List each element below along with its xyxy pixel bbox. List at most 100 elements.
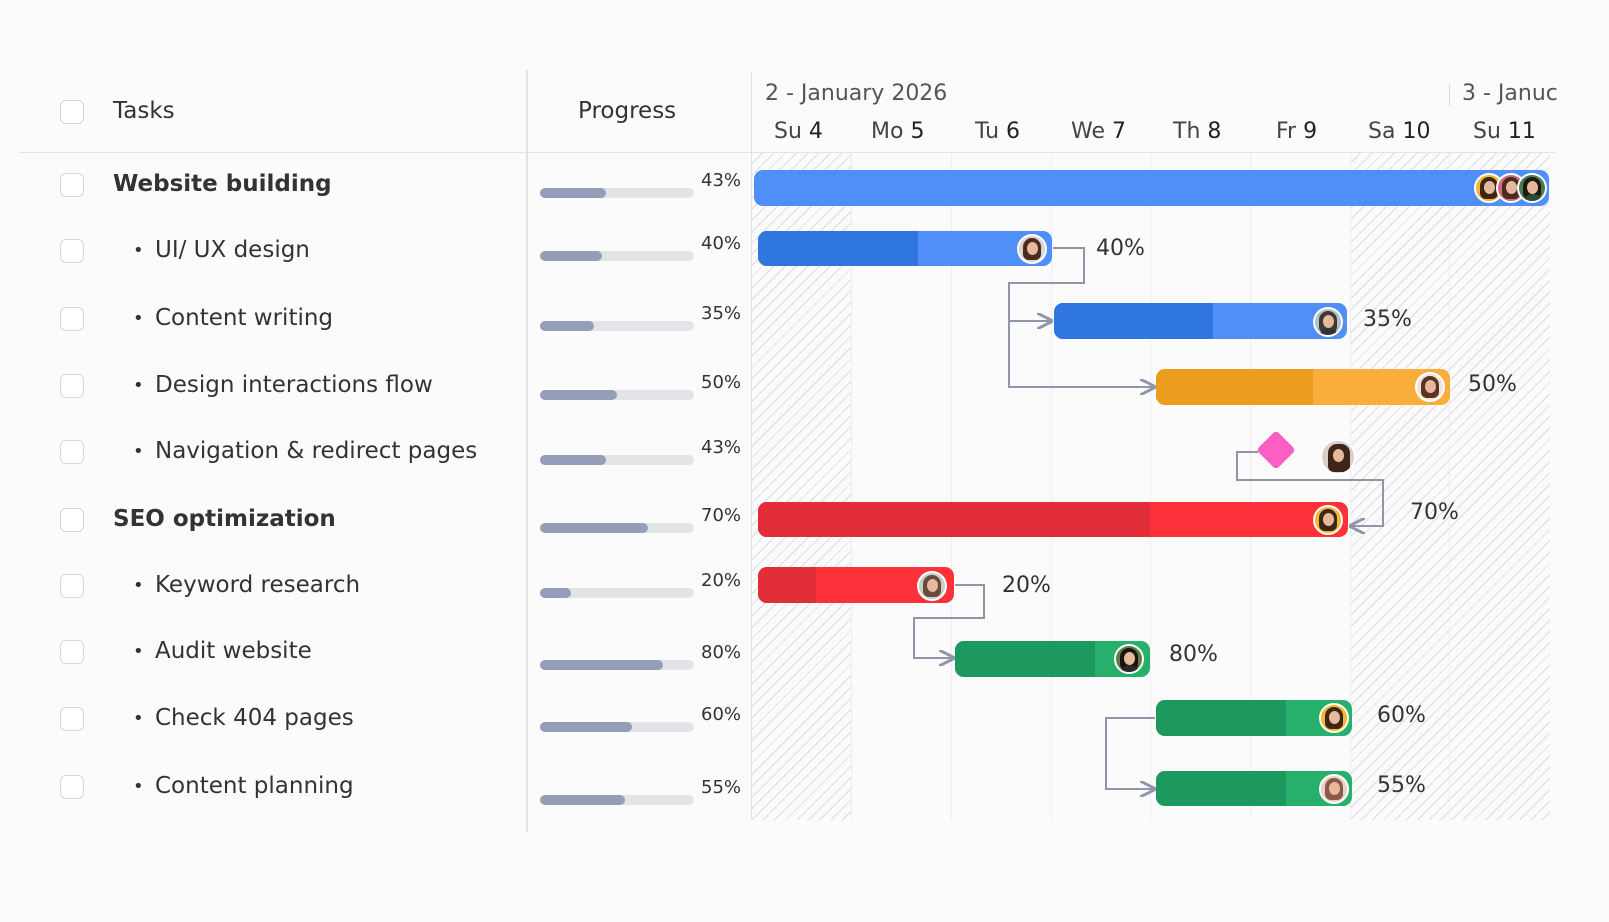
progress-bar-fill (540, 588, 571, 598)
gantt-bar-seo-optimization[interactable] (758, 502, 1348, 537)
week-label-1: 2 - January 2026 (765, 81, 948, 106)
day-number: 5 (910, 119, 925, 144)
day-header: Tu 6 (975, 119, 1020, 144)
avatar (1313, 505, 1343, 535)
dependency-arrow-icon (1105, 717, 1155, 789)
grid-line (1150, 153, 1151, 820)
day-header: Sa 10 (1368, 119, 1430, 144)
dependency-arrow-icon (1236, 451, 1384, 526)
day-of-week: Sa (1368, 119, 1396, 144)
week-divider (1449, 84, 1450, 106)
task-checkbox[interactable] (60, 374, 84, 398)
day-number: 6 (1006, 119, 1021, 144)
gantt-bar-ui-ux-design[interactable] (758, 231, 1052, 266)
day-of-week: Fr (1276, 119, 1297, 144)
grid-line (1051, 153, 1052, 820)
task-checkbox[interactable] (60, 307, 84, 331)
task-name[interactable]: Design interactions flow (155, 372, 433, 398)
gantt-bar-website-building[interactable] (754, 170, 1549, 206)
gantt-bar-content-writing[interactable] (1054, 303, 1347, 339)
progress-percent: 80% (701, 642, 742, 663)
grid-line (851, 153, 852, 820)
progress-bar-fill (540, 523, 648, 533)
day-number: 11 (1507, 119, 1536, 144)
progress-percent: 40% (701, 233, 742, 254)
day-of-week: Th (1173, 119, 1201, 144)
day-header: Su 11 (1473, 119, 1536, 144)
avatar (1415, 372, 1445, 402)
avatar (1114, 644, 1144, 674)
gantt-bar-content-planning[interactable] (1156, 771, 1352, 806)
progress-percent: 60% (701, 704, 742, 725)
grid-line (1250, 153, 1251, 820)
day-number: 7 (1112, 119, 1126, 144)
bullet-icon: • (133, 708, 144, 729)
task-checkbox[interactable] (60, 173, 84, 197)
task-name[interactable]: Check 404 pages (155, 705, 354, 731)
day-of-week: Su (774, 119, 802, 144)
avatar (1517, 173, 1547, 203)
progress-percent: 55% (701, 777, 742, 798)
progress-bar (540, 588, 694, 598)
day-number: 10 (1402, 119, 1431, 144)
bullet-icon: • (133, 441, 144, 462)
day-of-week: Su (1473, 119, 1501, 144)
task-name[interactable]: UI/ UX design (155, 237, 310, 263)
gantt-bar-audit-website[interactable] (955, 641, 1150, 677)
progress-bar (540, 523, 694, 533)
progress-bar-fill (540, 321, 594, 331)
progress-percent: 35% (701, 303, 742, 324)
day-header: Fr 9 (1276, 119, 1317, 144)
bullet-icon: • (133, 240, 144, 261)
bullet-icon: • (133, 375, 144, 396)
progress-bar-fill (540, 660, 664, 670)
bar-percent-label: 35% (1363, 307, 1412, 332)
day-of-week: Tu (975, 119, 1000, 144)
avatar (1319, 703, 1349, 733)
day-header: We 7 (1071, 119, 1126, 144)
task-checkbox[interactable] (60, 574, 84, 598)
bar-percent-label: 40% (1096, 236, 1145, 261)
task-group-name[interactable]: Website building (113, 171, 332, 197)
task-checkbox[interactable] (60, 640, 84, 664)
bullet-icon: • (133, 308, 144, 329)
progress-percent: 43% (701, 170, 742, 191)
timeline-divider (751, 72, 752, 820)
task-checkbox[interactable] (60, 239, 84, 263)
day-number: 9 (1303, 119, 1318, 144)
header-divider (19, 152, 1556, 153)
progress-bar (540, 660, 694, 670)
progress-bar-fill (540, 251, 602, 261)
day-header: Th 8 (1173, 119, 1221, 144)
grid-line (1449, 153, 1450, 820)
task-name[interactable]: Content writing (155, 305, 334, 331)
column-divider (526, 70, 528, 832)
avatar (917, 571, 947, 601)
day-of-week: We (1071, 119, 1105, 144)
avatar (1320, 439, 1356, 475)
progress-bar (540, 251, 694, 261)
avatar (1313, 307, 1343, 337)
progress-bar-fill (540, 795, 625, 805)
select-all-checkbox[interactable] (60, 100, 84, 124)
avatar (1319, 774, 1349, 804)
task-group-name[interactable]: SEO optimization (113, 506, 336, 532)
task-checkbox[interactable] (60, 707, 84, 731)
progress-column-header: Progress (578, 98, 677, 124)
dependency-arrow-icon (1008, 321, 1154, 387)
progress-percent: 20% (701, 570, 742, 591)
task-name[interactable]: Navigation & redirect pages (155, 438, 478, 464)
task-checkbox[interactable] (60, 508, 84, 532)
task-name[interactable]: Audit website (155, 638, 312, 664)
day-header: Su 4 (774, 119, 823, 144)
bullet-icon: • (133, 641, 144, 662)
day-number: 8 (1207, 119, 1222, 144)
progress-percent: 43% (701, 437, 742, 458)
task-name[interactable]: Content planning (155, 773, 354, 799)
task-checkbox[interactable] (60, 775, 84, 799)
task-name[interactable]: Keyword research (155, 572, 361, 598)
gantt-bar-design-interactions-flow[interactable] (1156, 369, 1450, 405)
task-checkbox[interactable] (60, 440, 84, 464)
